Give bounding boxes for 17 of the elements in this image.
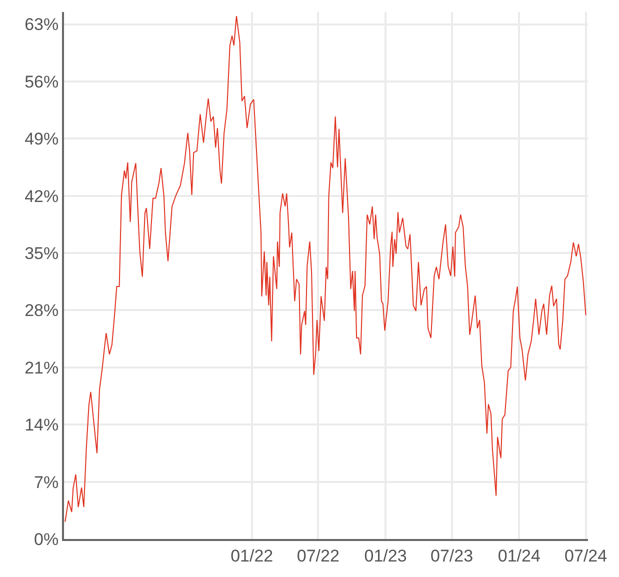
x-tick-label: 01/24: [498, 546, 540, 566]
y-tick-label: 0%: [34, 530, 59, 549]
y-tick-label: 63%: [24, 15, 59, 34]
x-tick-label: 07/24: [564, 546, 608, 566]
x-tick-label: 07/23: [430, 546, 474, 566]
x-tick-label: 01/22: [230, 546, 274, 566]
y-tick-label: 7%: [34, 472, 59, 492]
y-tick-label: 21%: [24, 358, 59, 378]
x-tick-label: 07/22: [296, 546, 340, 566]
y-tick-label: 49%: [24, 130, 59, 149]
x-tick-label: 01/23: [364, 546, 407, 566]
line-series: [64, 16, 586, 522]
y-tick-label: 35%: [24, 244, 59, 263]
y-tick-label: 28%: [24, 301, 59, 320]
y-tick-label: 14%: [24, 416, 59, 435]
y-tick-label: 56%: [24, 72, 59, 92]
y-tick-label: 42%: [24, 186, 59, 206]
